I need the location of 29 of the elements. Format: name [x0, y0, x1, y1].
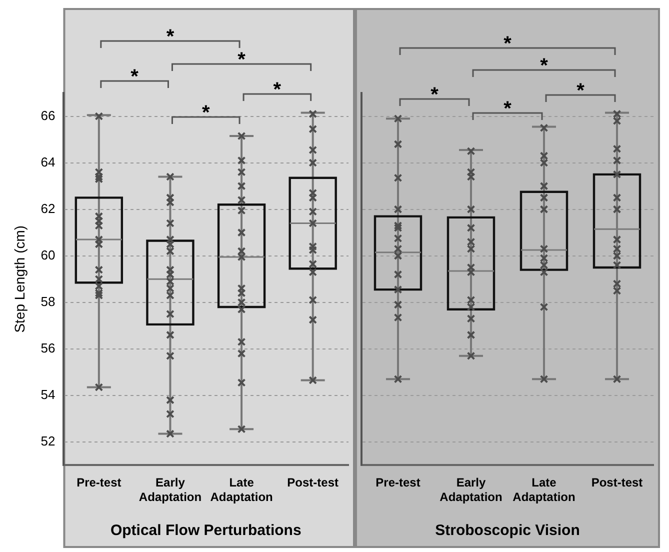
x-tick-label: Pre-test — [76, 476, 122, 490]
annotation: * — [273, 79, 282, 101]
x-tick-label: Post-test — [287, 476, 339, 490]
text: * — [540, 55, 548, 77]
y-tick-label: 52 — [40, 434, 56, 449]
y-tick-label: 60 — [40, 247, 56, 262]
x-axis-title: Optical Flow Perturbations — [110, 522, 302, 540]
text: * — [504, 33, 512, 55]
x-tick-label: Early Adaptation — [440, 476, 502, 504]
x-tick-label: Post-test — [591, 476, 643, 490]
annotation: * — [202, 102, 210, 124]
x-tick-label: Late Adaptation — [512, 476, 576, 504]
y-tick-label: 56 — [40, 340, 56, 356]
annotation: * — [430, 84, 439, 106]
y-tick-label: 66 — [40, 108, 56, 123]
y-tick-label: 64 — [40, 154, 56, 170]
text: * — [166, 26, 174, 48]
text: * — [238, 49, 246, 71]
y-tick-label: 54 — [40, 386, 56, 402]
y-tick-label: 58 — [40, 294, 56, 309]
x-tick-label: Late Adaptation — [210, 476, 273, 504]
text: * — [130, 66, 139, 88]
y-tick-label: 62 — [40, 200, 56, 216]
y-axis-title: Step Length (cm) — [11, 225, 28, 333]
x-tick-label: Pre-test — [376, 476, 420, 490]
annotation: * — [504, 98, 512, 120]
x-tick-label: Early Adaptation — [138, 476, 202, 504]
annotation: * — [576, 80, 585, 102]
x-axis-title: Stroboscopic Vision — [435, 522, 580, 540]
